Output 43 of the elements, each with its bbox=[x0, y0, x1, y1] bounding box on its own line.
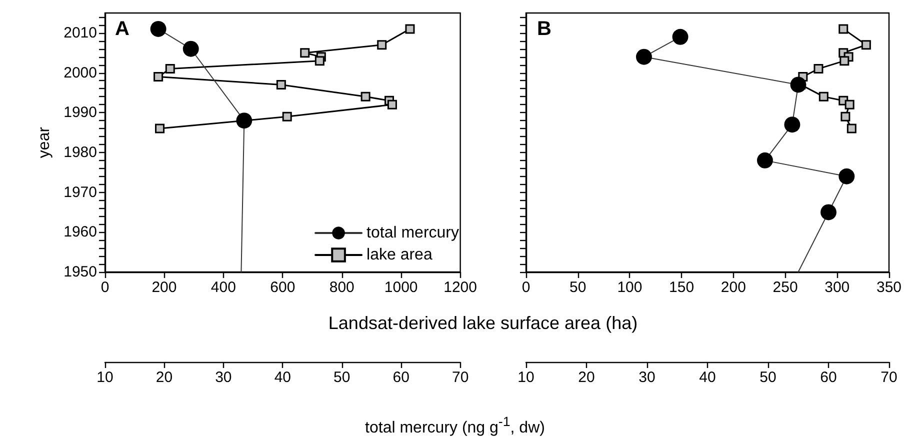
x2-tick-label: 40 bbox=[274, 369, 291, 386]
legend-label: lake area bbox=[366, 246, 432, 264]
x-axis-title: Landsat-derived lake surface area (ha) bbox=[327, 313, 639, 334]
x2-tick-label: 70 bbox=[880, 369, 898, 386]
x2-tick-label: 50 bbox=[760, 369, 776, 386]
x2-tick-label: 10 bbox=[96, 369, 114, 386]
y-tick-label: 1970 bbox=[64, 184, 97, 201]
chart-title: A bbox=[115, 18, 130, 40]
x2-axis-title: total mercury (ng g$^{-1}$, dw) bbox=[364, 414, 546, 438]
x-tick-label: 600 bbox=[270, 279, 296, 296]
x2-tick-label: 20 bbox=[156, 369, 173, 386]
x2-tick-label: 10 bbox=[518, 369, 534, 386]
x2-tick-label: 20 bbox=[578, 369, 595, 386]
x-tick-label: 200 bbox=[720, 279, 746, 296]
x-tick-label: 0 bbox=[522, 279, 530, 296]
x2-tick-label: 50 bbox=[334, 369, 350, 386]
y-axis-title: year bbox=[36, 126, 54, 158]
x2-tick-label: 40 bbox=[699, 369, 716, 386]
x-tick-label: 350 bbox=[876, 279, 902, 296]
y-tick-label: 2000 bbox=[64, 64, 97, 82]
x-tick-label: 300 bbox=[824, 279, 850, 296]
y-tick-label: 1980 bbox=[64, 144, 97, 161]
x2-tick-label: 60 bbox=[820, 369, 837, 386]
x-tick-label: 400 bbox=[210, 279, 236, 296]
x-tick-label: 1200 bbox=[444, 279, 478, 296]
x-tick-label: 150 bbox=[669, 279, 694, 296]
x2-tick-label: 30 bbox=[638, 369, 656, 386]
x-tick-label: 250 bbox=[772, 279, 798, 296]
x-tick-label: 200 bbox=[152, 279, 177, 296]
x-tick-label: 100 bbox=[617, 279, 642, 296]
y-tick-label: 1990 bbox=[64, 104, 97, 122]
x2-tick-label: 60 bbox=[392, 369, 410, 386]
x-tick-label: 800 bbox=[329, 279, 354, 296]
y-tick-label: 1960 bbox=[64, 224, 97, 241]
y-tick-label: 1950 bbox=[64, 264, 97, 280]
y-tick-label: 2010 bbox=[64, 24, 97, 42]
legend-label: total mercury bbox=[366, 224, 459, 242]
chart-title: B bbox=[537, 18, 552, 40]
x2-tick-label: 30 bbox=[215, 369, 232, 386]
x-tick-label: 0 bbox=[100, 279, 110, 296]
x-tick-label: 50 bbox=[570, 279, 586, 296]
x2-tick-label: 70 bbox=[452, 369, 469, 386]
x-tick-label: 1000 bbox=[384, 279, 418, 296]
